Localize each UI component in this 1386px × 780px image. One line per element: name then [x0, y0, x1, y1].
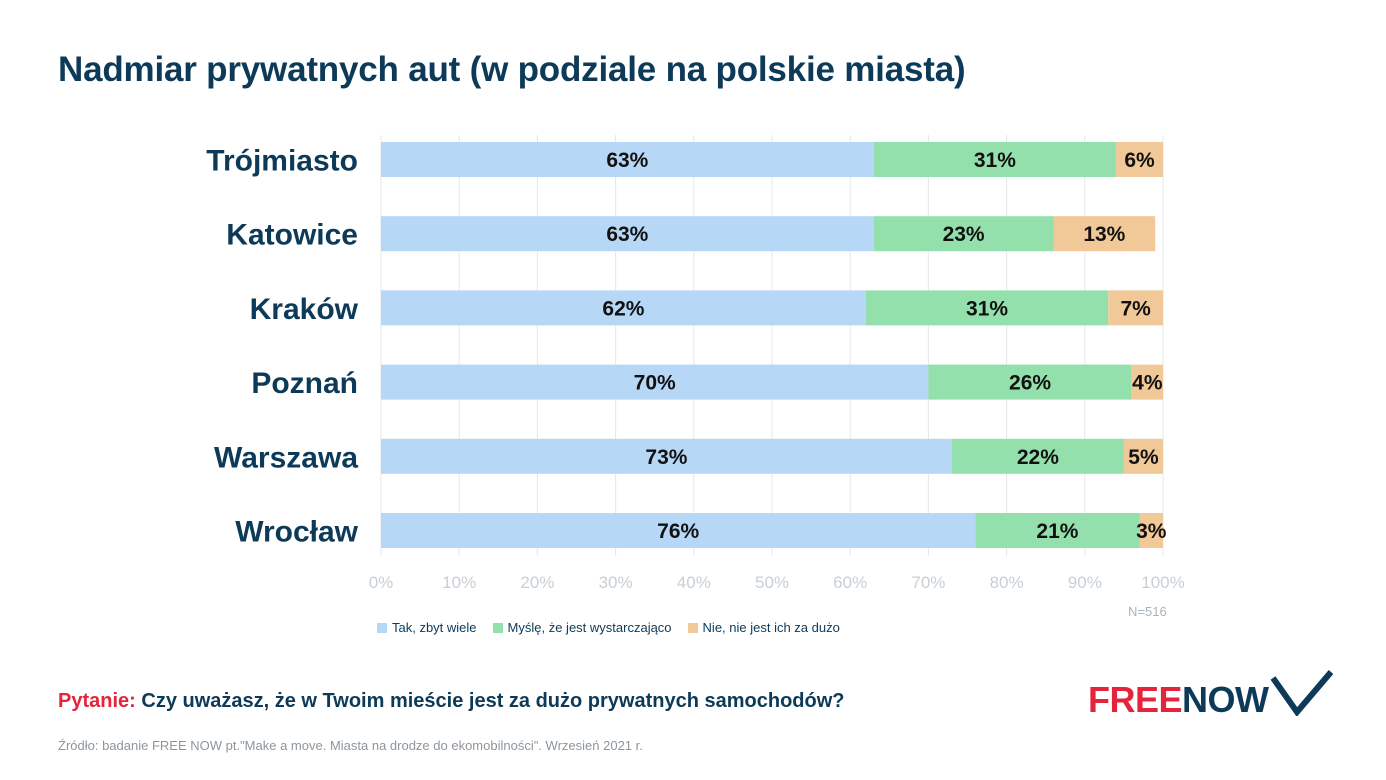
logo-check-icon	[1270, 670, 1333, 716]
bar-value-label: 23%	[943, 223, 985, 246]
bar-value-label: 70%	[634, 372, 676, 395]
legend-swatch	[377, 622, 387, 633]
legend-item: Myślę, że jest wystarczająco	[492, 620, 672, 635]
survey-question: Pytanie: Czy uważasz, że w Twoim mieście…	[58, 690, 845, 713]
legend-label: Myślę, że jest wystarczająco	[507, 620, 672, 635]
x-tick-label: 20%	[520, 573, 554, 592]
category-label: Wrocław	[235, 516, 358, 549]
category-label: Trójmiasto	[206, 145, 358, 178]
bar-value-label: 13%	[1083, 223, 1125, 246]
chart-title: Nadmiar prywatnych aut (w podziale na po…	[58, 50, 966, 89]
bar-value-label: 73%	[645, 446, 687, 469]
bar-value-label: 6%	[1124, 149, 1155, 172]
x-tick-label: 60%	[833, 573, 867, 592]
x-tick-label: 70%	[911, 573, 945, 592]
bar-segment	[381, 438, 952, 474]
legend-item: Nie, nie jest ich za dużo	[687, 620, 840, 635]
legend-item: Tak, zbyt wiele	[377, 620, 477, 635]
bar-value-label: 31%	[966, 297, 1008, 320]
bar-segment	[381, 364, 929, 400]
legend-label: Nie, nie jest ich za dużo	[702, 620, 840, 635]
bar-value-label: 5%	[1128, 446, 1159, 469]
question-text: Czy uważasz, że w Twoim mieście jest za …	[141, 690, 845, 712]
bar-segment	[928, 364, 1132, 400]
bar-segment	[381, 142, 874, 177]
bar-value-label: 31%	[974, 149, 1016, 172]
legend-label: Tak, zbyt wiele	[392, 620, 477, 635]
freenow-logo: FREE NOW	[1088, 670, 1335, 720]
bar-segment	[975, 513, 1140, 548]
x-tick-label: 100%	[1141, 573, 1184, 592]
bar-segment	[1108, 290, 1163, 326]
bar-value-label: 7%	[1120, 297, 1151, 320]
bar-value-label: 63%	[606, 223, 648, 246]
bar-value-label: 22%	[1017, 446, 1059, 469]
x-tick-label: 30%	[599, 573, 633, 592]
legend-swatch	[492, 622, 503, 633]
stacked-bar-chart: 63% 31% 6% 63% 23% 13% 62% 31% 7% 70% 26% 4% 73% 22% 5…	[206, 135, 1185, 592]
x-tick-label: 40%	[677, 573, 711, 592]
bar-segment	[1116, 142, 1163, 177]
question-prefix: Pytanie:	[58, 690, 136, 712]
chart-legend: Tak, zbyt wiele Myślę, że jest wystarczaj…	[377, 620, 840, 635]
x-tick-label: 50%	[755, 573, 789, 592]
bar-value-label: 26%	[1009, 372, 1051, 395]
bar-segment	[381, 290, 866, 326]
x-tick-label: 80%	[990, 573, 1024, 592]
bar-value-label: 21%	[1036, 520, 1078, 543]
legend-swatch	[687, 622, 698, 633]
bar-value-label: 3%	[1136, 520, 1167, 543]
category-label: Poznań	[251, 367, 358, 400]
sample-size-note: N=516	[1128, 604, 1167, 619]
bar-segment	[1139, 513, 1163, 548]
bar-value-label: 62%	[602, 297, 644, 320]
x-tick-label: 10%	[442, 573, 476, 592]
bar-segment	[1131, 364, 1163, 400]
x-tick-label: 90%	[1068, 573, 1102, 592]
bar-segment	[381, 513, 976, 548]
bar-segment	[865, 290, 1109, 326]
bar-segment	[873, 216, 1054, 252]
category-label: Katowice	[226, 219, 358, 252]
bar-segment	[873, 142, 1117, 177]
bar-segment	[1123, 438, 1163, 474]
x-tick-label: 0%	[369, 573, 394, 592]
logo-text-now: NOW	[1182, 679, 1269, 720]
logo-text-free: FREE	[1088, 679, 1183, 720]
bar-segment	[381, 216, 874, 252]
bar-value-label: 63%	[606, 149, 648, 172]
category-label: Kraków	[250, 293, 359, 326]
bar-segment	[951, 438, 1124, 474]
bar-segment	[1053, 216, 1156, 252]
bar-value-label: 4%	[1132, 372, 1163, 395]
category-label: Warszawa	[214, 441, 358, 474]
bar-value-label: 76%	[657, 520, 699, 543]
source-note: Źródło: badanie FREE NOW pt."Make a move…	[58, 738, 643, 753]
